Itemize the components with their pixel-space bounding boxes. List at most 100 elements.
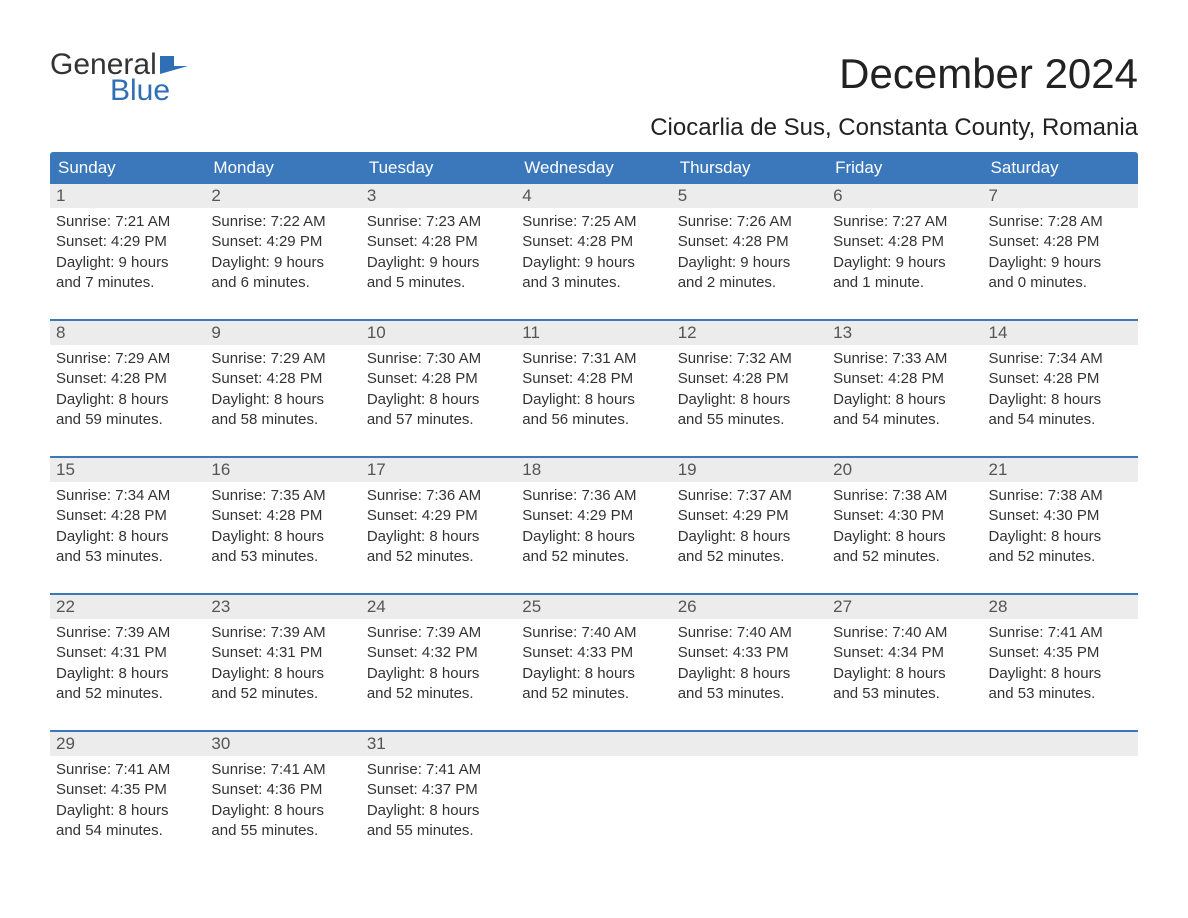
day-cell: 15Sunrise: 7:34 AMSunset: 4:28 PMDayligh… — [50, 458, 205, 577]
sunrise-text: Sunrise: 7:39 AM — [367, 623, 510, 643]
dl1-text: Daylight: 9 hours — [367, 253, 510, 273]
dl1-text: Daylight: 8 hours — [833, 664, 976, 684]
dl1-text: Daylight: 8 hours — [833, 527, 976, 547]
day-number: 24 — [361, 595, 516, 619]
day-number: 11 — [516, 321, 671, 345]
day-details: Sunrise: 7:28 AMSunset: 4:28 PMDaylight:… — [983, 212, 1138, 293]
dl1-text: Daylight: 9 hours — [56, 253, 199, 273]
day-cell: 29Sunrise: 7:41 AMSunset: 4:35 PMDayligh… — [50, 732, 205, 851]
day-cell: 26Sunrise: 7:40 AMSunset: 4:33 PMDayligh… — [672, 595, 827, 714]
day-number: 25 — [516, 595, 671, 619]
sunset-text: Sunset: 4:31 PM — [56, 643, 199, 663]
sunset-text: Sunset: 4:28 PM — [367, 369, 510, 389]
day-cell: 3Sunrise: 7:23 AMSunset: 4:28 PMDaylight… — [361, 184, 516, 303]
day-cell: 16Sunrise: 7:35 AMSunset: 4:28 PMDayligh… — [205, 458, 360, 577]
day-details: Sunrise: 7:39 AMSunset: 4:32 PMDaylight:… — [361, 623, 516, 704]
day-details: Sunrise: 7:22 AMSunset: 4:29 PMDaylight:… — [205, 212, 360, 293]
day-details: Sunrise: 7:41 AMSunset: 4:35 PMDaylight:… — [983, 623, 1138, 704]
dl2-text: and 55 minutes. — [211, 821, 354, 841]
day-details: Sunrise: 7:34 AMSunset: 4:28 PMDaylight:… — [983, 349, 1138, 430]
day-number: 26 — [672, 595, 827, 619]
weekday-header-row: Sunday Monday Tuesday Wednesday Thursday… — [50, 152, 1138, 184]
dl2-text: and 52 minutes. — [522, 684, 665, 704]
day-cell: 19Sunrise: 7:37 AMSunset: 4:29 PMDayligh… — [672, 458, 827, 577]
day-number: 29 — [50, 732, 205, 756]
day-cell — [672, 732, 827, 851]
sunrise-text: Sunrise: 7:41 AM — [211, 760, 354, 780]
weeks-container: 1Sunrise: 7:21 AMSunset: 4:29 PMDaylight… — [50, 184, 1138, 851]
sunrise-text: Sunrise: 7:41 AM — [367, 760, 510, 780]
day-details: Sunrise: 7:39 AMSunset: 4:31 PMDaylight:… — [205, 623, 360, 704]
dl2-text: and 55 minutes. — [678, 410, 821, 430]
day-details: Sunrise: 7:21 AMSunset: 4:29 PMDaylight:… — [50, 212, 205, 293]
day-details: Sunrise: 7:37 AMSunset: 4:29 PMDaylight:… — [672, 486, 827, 567]
day-number: 14 — [983, 321, 1138, 345]
day-details: Sunrise: 7:26 AMSunset: 4:28 PMDaylight:… — [672, 212, 827, 293]
week-row: 8Sunrise: 7:29 AMSunset: 4:28 PMDaylight… — [50, 319, 1138, 440]
dl1-text: Daylight: 8 hours — [678, 390, 821, 410]
day-cell: 4 Sunrise: 7:25 AMSunset: 4:28 PMDaylight… — [516, 184, 671, 303]
dl1-text: Daylight: 8 hours — [211, 801, 354, 821]
day-details: Sunrise: 7:35 AMSunset: 4:28 PMDaylight:… — [205, 486, 360, 567]
dl1-text: Daylight: 8 hours — [211, 664, 354, 684]
day-cell: 10 Sunrise: 7:30 AMSunset: 4:28 PMDayligh… — [361, 321, 516, 440]
day-number: 17 — [361, 458, 516, 482]
day-number — [672, 732, 827, 756]
day-details: Sunrise: 7:30 AMSunset: 4:28 PMDaylight:… — [361, 349, 516, 430]
dl2-text: and 53 minutes. — [833, 684, 976, 704]
day-cell: 2Sunrise: 7:22 AMSunset: 4:29 PMDaylight… — [205, 184, 360, 303]
dl1-text: Daylight: 8 hours — [989, 527, 1132, 547]
month-title: December 2024 — [839, 50, 1138, 98]
dl1-text: Daylight: 9 hours — [678, 253, 821, 273]
dl2-text: and 7 minutes. — [56, 273, 199, 293]
day-cell: 17 Sunrise: 7:36 AMSunset: 4:29 PMDayligh… — [361, 458, 516, 577]
dl1-text: Daylight: 8 hours — [678, 664, 821, 684]
dl1-text: Daylight: 9 hours — [833, 253, 976, 273]
weekday-header: Thursday — [672, 152, 827, 184]
sunrise-text: Sunrise: 7:34 AM — [56, 486, 199, 506]
sunrise-text: Sunrise: 7:26 AM — [678, 212, 821, 232]
dl2-text: and 54 minutes. — [56, 821, 199, 841]
day-cell: 23Sunrise: 7:39 AMSunset: 4:31 PMDayligh… — [205, 595, 360, 714]
day-cell: 5Sunrise: 7:26 AMSunset: 4:28 PMDaylight… — [672, 184, 827, 303]
dl2-text: and 53 minutes. — [678, 684, 821, 704]
day-number: 10 — [361, 321, 516, 345]
day-number: 1 — [50, 184, 205, 208]
header: General Blue December 2024 — [50, 50, 1138, 106]
day-number — [827, 732, 982, 756]
day-details: Sunrise: 7:33 AMSunset: 4:28 PMDaylight:… — [827, 349, 982, 430]
dl2-text: and 52 minutes. — [367, 684, 510, 704]
dl2-text: and 52 minutes. — [522, 547, 665, 567]
dl2-text: and 58 minutes. — [211, 410, 354, 430]
sunrise-text: Sunrise: 7:30 AM — [367, 349, 510, 369]
sunrise-text: Sunrise: 7:38 AM — [989, 486, 1132, 506]
sunrise-text: Sunrise: 7:40 AM — [522, 623, 665, 643]
dl1-text: Daylight: 8 hours — [522, 527, 665, 547]
logo: General Blue — [50, 50, 188, 106]
dl2-text: and 52 minutes. — [367, 547, 510, 567]
dl1-text: Daylight: 8 hours — [367, 664, 510, 684]
day-cell — [827, 732, 982, 851]
dl1-text: Daylight: 8 hours — [678, 527, 821, 547]
day-number: 30 — [205, 732, 360, 756]
sunset-text: Sunset: 4:28 PM — [833, 232, 976, 252]
sunset-text: Sunset: 4:29 PM — [56, 232, 199, 252]
day-number: 3 — [361, 184, 516, 208]
day-details: Sunrise: 7:25 AMSunset: 4:28 PMDaylight:… — [516, 212, 671, 293]
day-number: 28 — [983, 595, 1138, 619]
day-details: Sunrise: 7:36 AMSunset: 4:29 PMDaylight:… — [361, 486, 516, 567]
sunrise-text: Sunrise: 7:21 AM — [56, 212, 199, 232]
weekday-header: Sunday — [50, 152, 205, 184]
day-cell: 6Sunrise: 7:27 AMSunset: 4:28 PMDaylight… — [827, 184, 982, 303]
week-row: 29Sunrise: 7:41 AMSunset: 4:35 PMDayligh… — [50, 730, 1138, 851]
sunset-text: Sunset: 4:28 PM — [678, 369, 821, 389]
sunset-text: Sunset: 4:28 PM — [678, 232, 821, 252]
day-number: 4 — [516, 184, 671, 208]
dl2-text: and 55 minutes. — [367, 821, 510, 841]
day-details: Sunrise: 7:40 AMSunset: 4:34 PMDaylight:… — [827, 623, 982, 704]
weekday-header: Wednesday — [516, 152, 671, 184]
sunrise-text: Sunrise: 7:39 AM — [56, 623, 199, 643]
dl2-text: and 52 minutes. — [211, 684, 354, 704]
sunset-text: Sunset: 4:28 PM — [522, 369, 665, 389]
dl1-text: Daylight: 8 hours — [989, 664, 1132, 684]
